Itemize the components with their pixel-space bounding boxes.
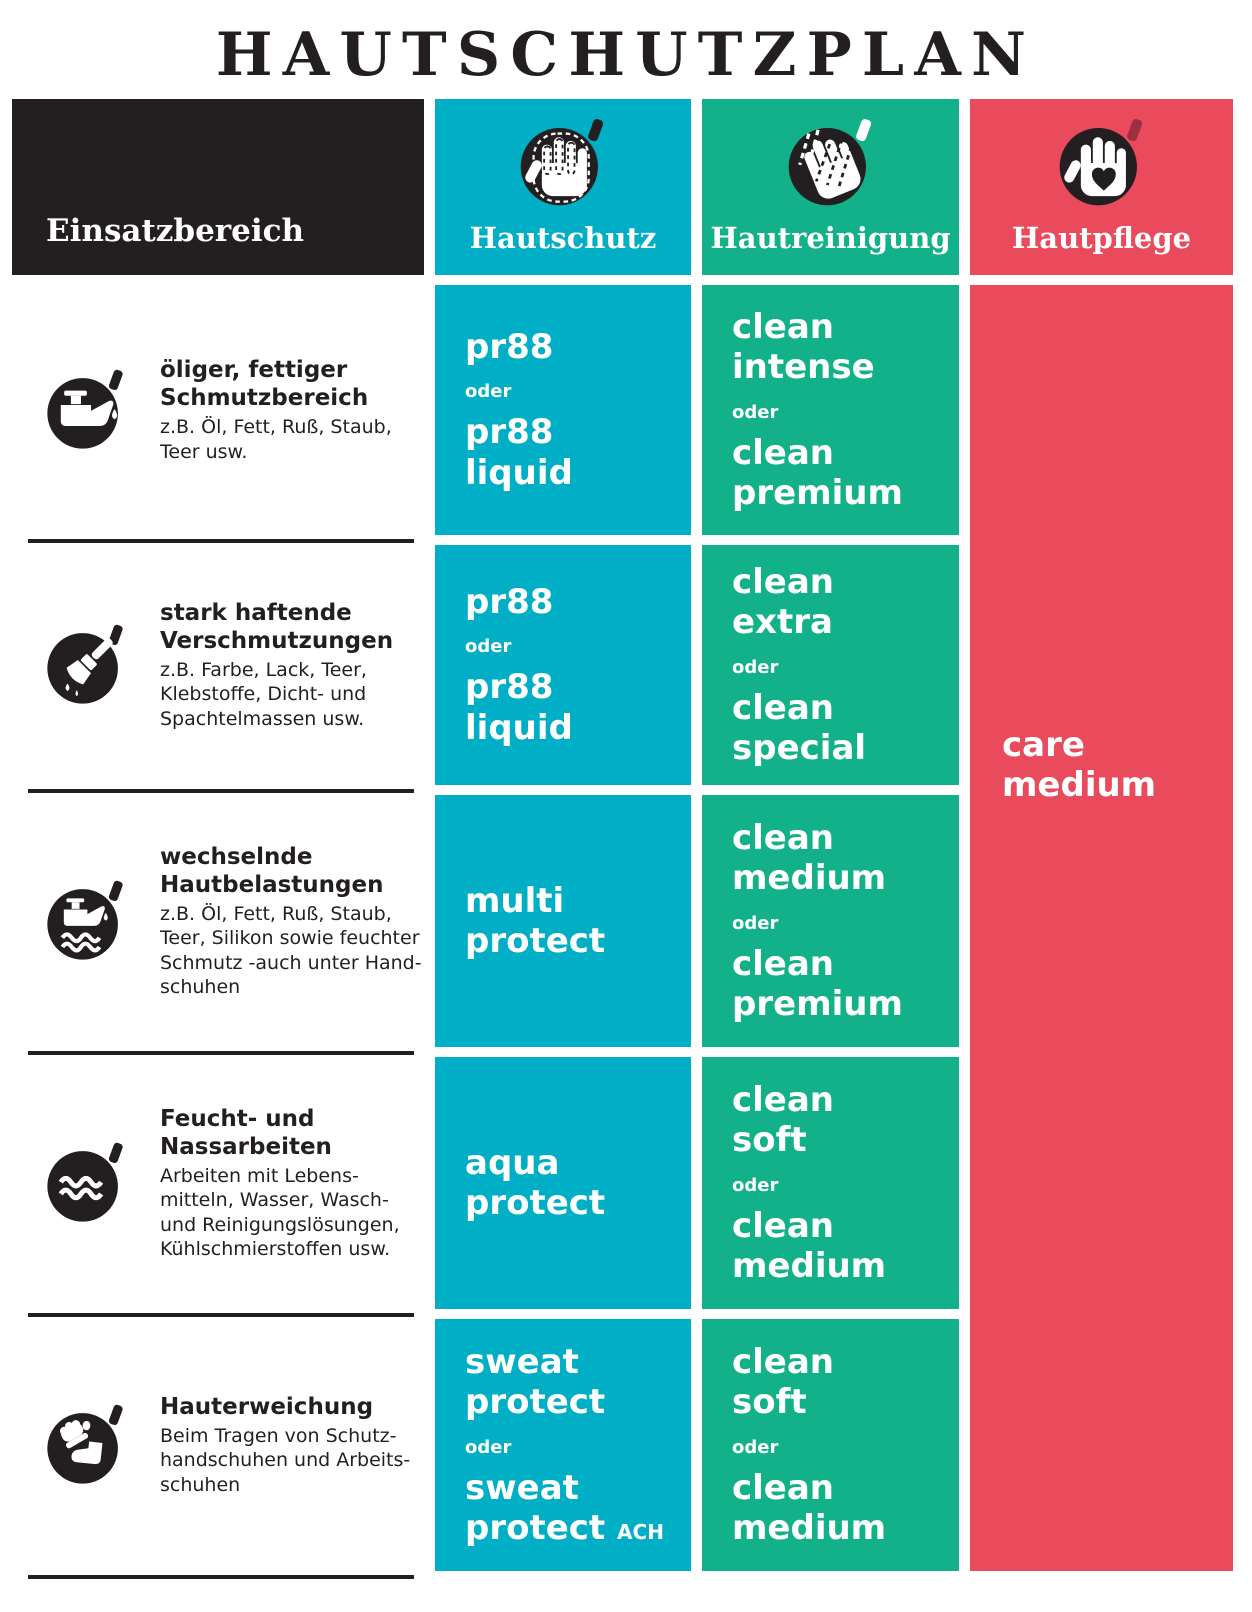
product-name: sweat protect ACH [465,1467,664,1548]
product-name: pr88 [465,327,554,368]
oder-label: oder [732,912,779,934]
header-hautpflege: Hautpflege [970,99,1233,275]
oder-label: oder [732,401,779,423]
oil-can-waves-icon [47,880,123,960]
care-hand-icon [1059,118,1142,206]
area-row-skin-softening: Hauterweichung Beim Tragen von Schutz- h… [12,1319,424,1579]
oder-label: oder [465,1436,512,1458]
area-row-changing-exposure: wechselnde Hautbelastungen z.B. Öl, Fett… [12,795,424,1055]
page-title: HAUTSCHUTZPLAN [215,20,1037,90]
product-name: clean extra [732,562,835,643]
oil-can-icon [47,369,123,449]
oder-label: oder [732,656,779,678]
product-name: clean medium [732,1467,887,1548]
hautreinigung-cell-row1: clean intense oder clean premium [702,285,959,535]
product-suffix: ACH [617,1519,664,1544]
area-desc: z.B. Öl, Fett, Ruß, Staub, Teer, Silikon… [160,902,422,998]
header-einsatzbereich-label: Einsatzbereich [46,213,305,249]
product-name: clean soft [732,1080,835,1161]
area-title: öliger, fettiger Schmutzbereich [160,357,369,412]
area-desc: z.B. Farbe, Lack, Teer, Klebstoffe, Dich… [160,659,367,730]
header-einsatzbereich: Einsatzbereich [12,99,424,275]
header-hautreinigung: Hautreinigung [702,99,959,275]
hautreinigung-cell-row2: clean extra oder clean special [702,545,959,785]
area-desc: Arbeiten mit Lebens- mitteln, Wasser, Wa… [160,1164,400,1260]
product-name: care medium [1002,725,1157,806]
area-title: Hauterweichung [160,1394,374,1420]
hautreinigung-cell-row3: clean medium oder clean premium [702,795,959,1047]
header-hautschutz-label: Hautschutz [469,221,657,255]
cleaning-hand-icon [788,118,871,206]
area-title: Feucht- und Nassarbeiten [160,1105,332,1160]
area-desc: Beim Tragen von Schutz- handschuhen und … [160,1425,411,1496]
hautschutz-cell-row2: pr88 oder pr88 liquid [435,545,691,785]
hautreinigung-cell-row4: clean soft oder clean medium [702,1057,959,1309]
product-name: clean intense [732,307,875,388]
area-row-oily-dirt: öliger, fettiger Schmutzbereich z.B. Öl,… [12,285,424,543]
product-name: pr88 liquid [465,667,573,748]
product-name: aqua protect [465,1142,606,1223]
glove-boot-icon [47,1404,123,1484]
area-row-sticky-dirt: stark haftende Verschmutzungen z.B. Farb… [12,545,424,793]
area-row-wet-work: Feucht- und Nassarbeiten Arbeiten mit Le… [12,1057,424,1317]
header-hautpflege-label: Hautpflege [1011,221,1192,255]
product-name: multi protect [465,880,606,961]
paint-brush-icon [47,624,123,704]
oder-label: oder [465,381,512,403]
hautpflege-cell: care medium [970,285,1233,1571]
hautreinigung-cell-row5: clean soft oder clean medium [702,1319,959,1571]
product-name: clean medium [732,818,887,899]
product-name: pr88 [465,582,554,623]
header-hautschutz: Hautschutz [435,99,691,275]
product-name: pr88 liquid [465,412,573,493]
plan-table: Einsatzbereich [12,99,1233,1579]
protect-hand-icon [520,118,604,206]
product-name: clean soft [732,1342,835,1423]
hautschutz-cell-row1: pr88 oder pr88 liquid [435,285,691,535]
area-desc: z.B. Öl, Fett, Ruß, Staub, Teer usw. [160,416,392,463]
hautschutz-cell-row3: multi protect [435,795,691,1047]
product-name: clean premium [732,943,903,1024]
hautschutz-cell-row5: sweat protect oder sweat protect ACH [435,1319,691,1571]
product-name: clean special [732,687,867,768]
oder-label: oder [732,1174,779,1196]
header-hautreinigung-label: Hautreinigung [710,221,951,255]
product-name: clean medium [732,1205,887,1286]
hautschutz-cell-row4: aqua protect [435,1057,691,1309]
product-name: sweat protect [465,1342,606,1423]
oder-label: oder [465,636,512,658]
oder-label: oder [732,1436,779,1458]
waves-icon [47,1142,123,1222]
area-title: stark haftende Verschmutzungen [160,599,394,655]
area-title: wechselnde Hautbelastungen [160,843,384,898]
product-name: clean premium [732,432,903,513]
